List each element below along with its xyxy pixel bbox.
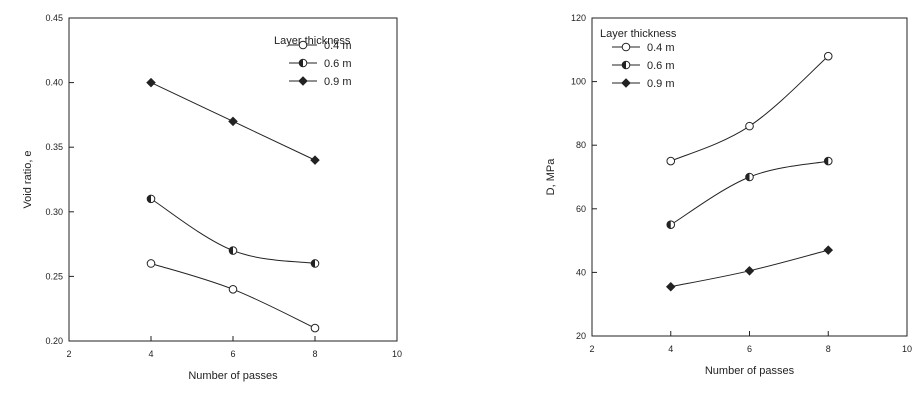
y-axis-title: Void ratio, e xyxy=(22,150,34,208)
data-point xyxy=(745,172,754,182)
legend-item: 0.4 m xyxy=(612,42,675,54)
x-tick-label: 8 xyxy=(312,349,317,359)
data-point xyxy=(666,220,676,229)
legend-label: 0.6 m xyxy=(647,60,675,72)
data-point-fill xyxy=(666,220,671,229)
y-tick-label: 0.20 xyxy=(45,336,63,346)
series-2 xyxy=(146,194,320,268)
legend-label: 0.9 m xyxy=(647,78,675,90)
data-point-fill xyxy=(229,246,233,255)
legend-label: 0.4 m xyxy=(324,40,352,52)
x-tick-label: 4 xyxy=(148,349,153,359)
data-point-fill xyxy=(311,259,315,268)
legend-marker xyxy=(298,76,308,86)
x-tick-label: 4 xyxy=(668,344,673,354)
y-tick-label: 80 xyxy=(576,140,586,150)
data-point xyxy=(823,245,834,255)
legend-label: 0.9 m xyxy=(324,76,352,88)
legend: Layer thickness 0.4 m 0.6 m 0.9 m xyxy=(600,28,677,90)
legend-marker xyxy=(621,78,631,88)
y-tick-label: 20 xyxy=(576,331,586,341)
data-point xyxy=(228,246,238,255)
data-point xyxy=(744,266,755,276)
data-point xyxy=(823,156,833,166)
legend-item: 0.6 m xyxy=(612,60,675,72)
y-tick-label: 0.40 xyxy=(45,78,63,88)
series-1 xyxy=(666,51,833,166)
x-axis-title: Number of passes xyxy=(705,365,795,377)
series-2 xyxy=(666,156,833,229)
legend-title: Layer thickness xyxy=(274,35,351,47)
data-point-fill xyxy=(147,195,151,203)
data-point-fill xyxy=(745,173,750,181)
data-point-fill xyxy=(824,157,829,165)
data-point xyxy=(823,51,833,61)
chart-2: 2 4 6 8 10 20 40 60 80 100 120 Number of passes D, M… xyxy=(545,13,912,377)
x-tick-label: 2 xyxy=(66,349,71,359)
x-tick-label: 2 xyxy=(589,344,594,354)
y-tick-label: 0.35 xyxy=(45,142,63,152)
y-tick-label: 100 xyxy=(571,77,586,87)
y-tick-label: 40 xyxy=(576,267,586,277)
series-1 xyxy=(146,259,320,333)
data-point xyxy=(228,116,238,127)
data-point xyxy=(146,194,156,204)
y-tick-label: 0.45 xyxy=(45,13,63,23)
data-point xyxy=(146,259,156,268)
x-tick-label: 8 xyxy=(826,344,831,354)
data-point xyxy=(310,155,320,165)
legend-label: 0.4 m xyxy=(647,42,675,54)
data-point xyxy=(228,285,238,294)
series-3 xyxy=(665,245,834,292)
x-tick-label: 6 xyxy=(747,344,752,354)
x-tick-label: 10 xyxy=(902,344,912,354)
legend-marker xyxy=(621,60,631,70)
data-point xyxy=(666,156,676,166)
x-tick-label: 10 xyxy=(392,349,402,359)
series-3 xyxy=(146,77,320,165)
y-tick-label: 0.25 xyxy=(45,271,63,281)
data-point xyxy=(146,77,156,88)
legend-title: Layer thickness xyxy=(600,28,677,40)
y-tick-label: 120 xyxy=(571,13,586,23)
legend-marker-fill xyxy=(622,61,626,69)
data-point xyxy=(310,259,320,268)
y-axis-title: D, MPa xyxy=(545,158,557,196)
y-tick-label: 0.30 xyxy=(45,207,63,217)
x-tick-label: 6 xyxy=(230,349,235,359)
legend-item: 0.4 m xyxy=(289,40,352,52)
legend-marker xyxy=(298,58,308,68)
legend-item: 0.9 m xyxy=(612,78,675,90)
x-axis-title: Number of passes xyxy=(188,370,278,382)
data-point xyxy=(745,121,754,131)
legend-marker-fill xyxy=(299,59,303,67)
legend-marker xyxy=(621,42,631,52)
legend-item: 0.6 m xyxy=(289,58,352,70)
data-point xyxy=(310,323,320,333)
y-tick-label: 60 xyxy=(576,204,586,214)
chart-1: 2 4 6 8 10 0.20 0.25 0.30 0.35 0.40 0.45 Number of … xyxy=(22,13,402,382)
legend-marker xyxy=(298,40,308,50)
legend-item: 0.9 m xyxy=(289,76,352,88)
legend-label: 0.6 m xyxy=(324,58,352,70)
data-point xyxy=(665,281,676,292)
